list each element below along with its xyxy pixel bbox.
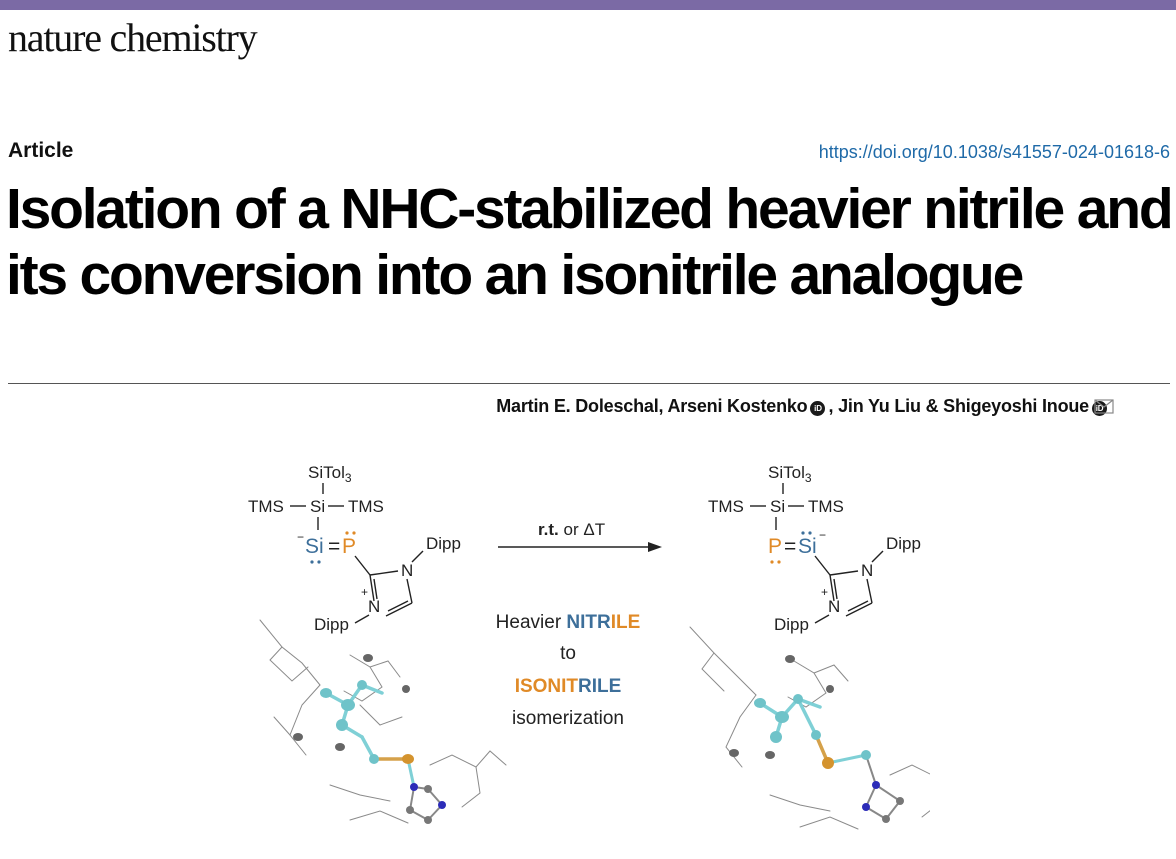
dipp-bottom-label: Dipp: [774, 615, 809, 634]
toc-graphic: SiTol3 TMS Si TMS − Si = P N N + Dip: [248, 463, 930, 830]
tms-right-label: TMS: [348, 497, 384, 516]
imidazole-n-top: N: [401, 561, 413, 580]
double-bond: =: [328, 535, 340, 558]
author-name[interactable]: Martin E. Doleschal,: [496, 396, 668, 416]
imidazole-n-bottom: N: [828, 597, 840, 616]
minus-charge: −: [819, 528, 826, 542]
plus-charge: +: [821, 585, 828, 599]
author-list: Martin E. Doleschal, Arseni Kostenko iD, …: [496, 396, 1110, 417]
center-si-label: Si: [770, 497, 785, 516]
journal-accent-bar: [0, 0, 1176, 10]
minus-charge: −: [297, 530, 304, 544]
dipp-top-label: Dipp: [886, 534, 921, 553]
phosphorus-atom: P: [768, 535, 782, 558]
caption-line-4: isomerization: [512, 708, 624, 729]
phosphorus-atom: P: [342, 535, 356, 558]
center-si-label: Si: [310, 497, 325, 516]
envelope-icon[interactable]: [1094, 399, 1114, 414]
isomerization-caption: Heavier NITRILE to ISONITRILE isomerizat…: [496, 612, 641, 729]
silicon-atom: Si: [305, 535, 324, 558]
imidazole-n-top: N: [861, 561, 873, 580]
reaction-condition: r.t. or ΔT: [538, 520, 605, 539]
author-separator: , Jin Yu Liu &: [828, 396, 944, 416]
right-structure: SiTol3 TMS Si TMS P = Si − N N + Dip: [708, 463, 921, 634]
imidazole-n-bottom: N: [368, 597, 380, 616]
left-structure: SiTol3 TMS Si TMS − Si = P N N + Dip: [248, 463, 461, 634]
left-crystal-structure: [259, 619, 507, 824]
plus-charge: +: [361, 585, 368, 599]
silicon-atom: Si: [798, 535, 817, 558]
doi-link[interactable]: https://doi.org/10.1038/s41557-024-01618…: [818, 142, 1170, 162]
orcid-icon[interactable]: iD: [810, 401, 826, 416]
silyl-label: SiTol3: [308, 463, 352, 485]
right-crystal-structure: [689, 626, 930, 830]
journal-logo: nature chemistry: [8, 15, 258, 60]
reaction-arrow: r.t. or ΔT: [498, 520, 662, 552]
author-name[interactable]: Shigeyoshi Inoue: [943, 396, 1089, 416]
tms-left-label: TMS: [708, 497, 744, 516]
double-bond: =: [784, 535, 796, 558]
dipp-top-label: Dipp: [426, 534, 461, 553]
caption-line-2: to: [560, 643, 576, 664]
caption-line-3: ISONITRILE: [515, 676, 622, 697]
dipp-bottom-label: Dipp: [314, 615, 349, 634]
author-name[interactable]: Arseni Kostenko: [667, 396, 808, 416]
silyl-label: SiTol3: [768, 463, 812, 485]
article-title: Isolation of a NHC-stabilized heavier ni…: [6, 177, 1174, 307]
tms-right-label: TMS: [808, 497, 844, 516]
orcid-icon[interactable]: iD: [1092, 401, 1107, 416]
article-type: Article: [8, 139, 74, 162]
tms-left-label: TMS: [248, 497, 284, 516]
header-divider: [8, 383, 1170, 384]
caption-line-1: Heavier NITRILE: [496, 612, 641, 633]
